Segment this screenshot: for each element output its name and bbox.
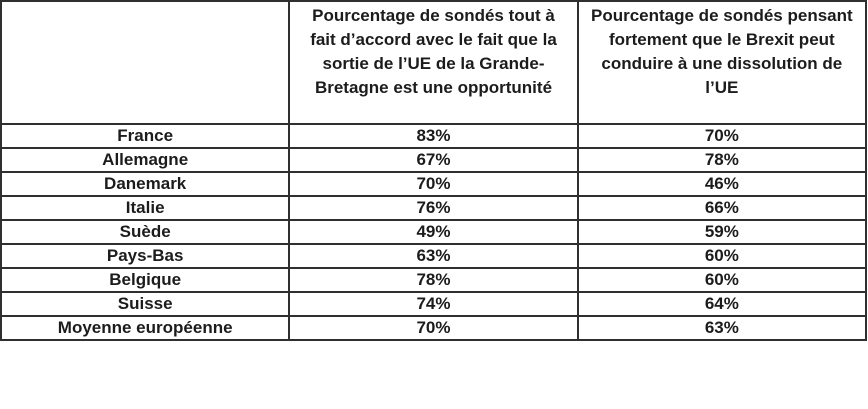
table-row: Suisse 74% 64% — [0, 291, 868, 317]
dissolution-value-cell: 60% — [576, 243, 868, 269]
dissolution-value-cell: 66% — [576, 195, 868, 221]
survey-table: Pourcentage de sondés tout à fait d’acco… — [0, 0, 868, 341]
opportunity-value-cell: 63% — [288, 243, 579, 269]
table-row: Suède 49% 59% — [0, 219, 868, 245]
opportunity-value-cell: 74% — [288, 291, 579, 317]
dissolution-value-cell: 70% — [576, 123, 868, 149]
opportunity-value-cell: 70% — [288, 171, 579, 197]
table-row: Allemagne 67% 78% — [0, 147, 868, 173]
opportunity-value-cell: 76% — [288, 195, 579, 221]
country-cell: Belgique — [0, 267, 291, 293]
table-row: Belgique 78% 60% — [0, 267, 868, 293]
opportunity-value-cell: 67% — [288, 147, 579, 173]
column-header-country — [0, 0, 291, 125]
table-row: France 83% 70% — [0, 123, 868, 149]
column-header-opportunity: Pourcentage de sondés tout à fait d’acco… — [288, 0, 579, 125]
dissolution-value-cell: 46% — [576, 171, 868, 197]
country-cell: Allemagne — [0, 147, 291, 173]
country-cell: Suède — [0, 219, 291, 245]
column-header-dissolution: Pourcentage de sondés pensant fortement … — [576, 0, 868, 125]
opportunity-value-cell: 83% — [288, 123, 579, 149]
country-cell: France — [0, 123, 291, 149]
header-row: Pourcentage de sondés tout à fait d’acco… — [0, 0, 868, 125]
dissolution-value-cell: 78% — [576, 147, 868, 173]
country-cell: Italie — [0, 195, 291, 221]
country-cell: Danemark — [0, 171, 291, 197]
country-cell: Moyenne européenne — [0, 315, 291, 341]
opportunity-value-cell: 49% — [288, 219, 579, 245]
table-row: Danemark 70% 46% — [0, 171, 868, 197]
dissolution-value-cell: 64% — [576, 291, 868, 317]
table-row: Moyenne européenne 70% 63% — [0, 315, 868, 341]
opportunity-value-cell: 70% — [288, 315, 579, 341]
dissolution-value-cell: 60% — [576, 267, 868, 293]
table-row: Italie 76% 66% — [0, 195, 868, 221]
dissolution-value-cell: 63% — [576, 315, 868, 341]
country-cell: Pays-Bas — [0, 243, 291, 269]
opportunity-value-cell: 78% — [288, 267, 579, 293]
country-cell: Suisse — [0, 291, 291, 317]
table-row: Pays-Bas 63% 60% — [0, 243, 868, 269]
dissolution-value-cell: 59% — [576, 219, 868, 245]
